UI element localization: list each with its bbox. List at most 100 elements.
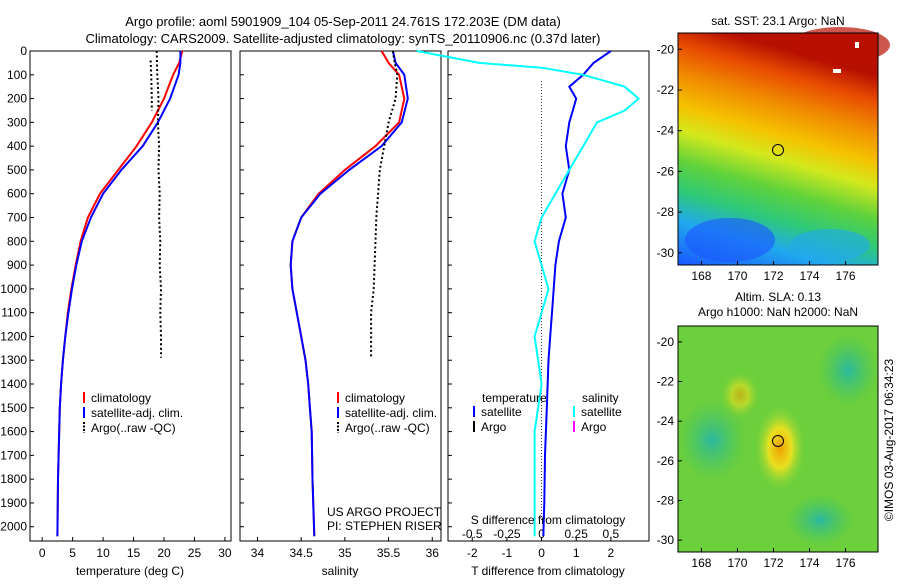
sla-map-title-line2: Argo h1000: NaN h2000: NaN — [698, 305, 858, 319]
series-line — [56, 51, 182, 537]
sla-low-anomaly — [818, 334, 878, 406]
sst-missing-pixel — [855, 42, 859, 48]
argo-location-marker — [772, 144, 784, 156]
x-tick-label: 30 — [218, 546, 232, 560]
depth-tick-label: 1100 — [1, 306, 27, 320]
series-line — [416, 50, 641, 537]
legend-argo: Argo(..raw -QC) — [91, 421, 176, 435]
sla-frame — [677, 325, 879, 553]
sla-map — [677, 325, 879, 553]
depth-tick-label: 600 — [7, 187, 27, 201]
legend-temp-argo: Argo — [481, 420, 507, 434]
argo-location-marker — [772, 435, 784, 447]
x-tick-label: 35 — [338, 546, 352, 560]
x-tick-label: 2 — [608, 546, 615, 560]
map-lon-label: 168 — [691, 556, 711, 570]
depth-tick-label: 800 — [7, 234, 27, 248]
legend-argo: Argo(..raw -QC) — [345, 421, 430, 435]
x-tick-label: 34 — [251, 546, 265, 560]
legend-satellite: satellite-adj. clim. — [345, 406, 437, 420]
x2-tick-label: 0.25 — [565, 527, 589, 541]
sst-map-title: sat. SST: 23.1 Argo: NaN — [711, 14, 844, 28]
map-lon-label: 170 — [727, 556, 747, 570]
map-lon-label: 170 — [727, 269, 747, 283]
sst-missing-pixel — [833, 69, 841, 73]
depth-tick-label: 1600 — [0, 425, 27, 439]
map-lon-label: 174 — [800, 556, 820, 570]
x-tick-label: 34.5 — [289, 546, 313, 560]
depth-tick-label: 700 — [7, 211, 27, 225]
legend-sal-satellite: satellite — [581, 405, 622, 419]
x-tick-label: 35.5 — [377, 546, 401, 560]
x-tick-label: 15 — [127, 546, 141, 560]
legend-temp-satellite: satellite — [481, 405, 522, 419]
map-lat-label: -22 — [657, 375, 675, 389]
map-lat-label: -28 — [657, 205, 675, 219]
temperature-legend: climatology satellite-adj. clim. Argo(..… — [83, 391, 183, 435]
depth-tick-label: 400 — [7, 139, 27, 153]
legend-salinity-heading: salinity — [582, 391, 619, 405]
x-tick-label: 10 — [96, 546, 110, 560]
x-tick-label: 0 — [39, 546, 46, 560]
legend-temperature-heading: temperature — [482, 391, 547, 405]
figure-title-line2: Climatology: CARS2009. Satellite-adjuste… — [86, 31, 601, 46]
x2-tick-label: -0.25 — [493, 527, 521, 541]
sla-low-anomaly — [678, 400, 746, 480]
map-lon-label: 172 — [763, 269, 783, 283]
x-tick-label: 5 — [69, 546, 76, 560]
temperature-xlabel: temperature (deg C) — [76, 564, 184, 578]
sst-cool-patch — [685, 218, 775, 262]
map-lon-label: 168 — [691, 269, 711, 283]
map-lat-label: -30 — [657, 533, 675, 547]
legend-satellite: satellite-adj. clim. — [91, 406, 183, 420]
depth-tick-label: 2000 — [0, 520, 27, 534]
x2-tick-label: 0 — [538, 527, 545, 541]
difference-x2label: S difference from climatology — [471, 513, 626, 527]
difference-legend: temperature satellite Argo salinity sate… — [473, 391, 622, 434]
depth-tick-label: 1500 — [0, 401, 27, 415]
legend-climatology: climatology — [91, 391, 151, 405]
map-lon-label: 172 — [763, 556, 783, 570]
series-line — [289, 50, 409, 537]
series-line — [542, 50, 612, 537]
depth-tick-label: 900 — [7, 258, 27, 272]
depth-tick-label: 1800 — [0, 472, 27, 486]
map-lat-label: -26 — [657, 454, 675, 468]
map-lat-label: -22 — [657, 83, 675, 97]
map-lon-label: 176 — [836, 269, 856, 283]
credit-label: ©IMOS 03-Aug-2017 06:34:23 — [882, 359, 896, 522]
sst-map — [677, 27, 890, 266]
sst-cool-patch — [790, 229, 870, 261]
sla-low-anomaly — [786, 494, 854, 546]
depth-tick-label: 1300 — [0, 353, 27, 367]
sla-map-title-line1: Altim. SLA: 0.13 — [735, 290, 821, 304]
depth-tick-label: 200 — [7, 92, 27, 106]
map-lat-label: -24 — [657, 414, 675, 428]
map-lat-label: -30 — [657, 246, 675, 260]
depth-tick-label: 300 — [7, 115, 27, 129]
depth-tick-label: 500 — [7, 163, 27, 177]
depth-tick-label: 1200 — [0, 329, 27, 343]
depth-tick-label: 1700 — [0, 448, 27, 462]
depth-tick-label: 1000 — [0, 282, 27, 296]
map-lat-label: -28 — [657, 493, 675, 507]
sst-warm-patch — [790, 27, 890, 63]
x-tick-label: -2 — [467, 546, 478, 560]
map-lat-label: -24 — [657, 124, 675, 138]
legend-sal-argo: Argo — [581, 420, 607, 434]
depth-tick-label: 100 — [7, 68, 27, 82]
depth-tick-label: 1900 — [0, 496, 27, 510]
salinity-xlabel: salinity — [322, 564, 359, 578]
sst-frame — [677, 32, 879, 266]
x-tick-label: 1 — [573, 546, 580, 560]
map-lat-label: -20 — [657, 42, 675, 56]
salinity-axes — [239, 50, 442, 542]
temperature-axes — [29, 50, 232, 542]
legend-climatology: climatology — [345, 391, 405, 405]
map-lon-label: 174 — [800, 269, 820, 283]
x-tick-label: 20 — [157, 546, 171, 560]
x-tick-label: -1 — [502, 546, 513, 560]
x-tick-label: 36 — [426, 546, 440, 560]
x-tick-label: 0 — [538, 546, 545, 560]
